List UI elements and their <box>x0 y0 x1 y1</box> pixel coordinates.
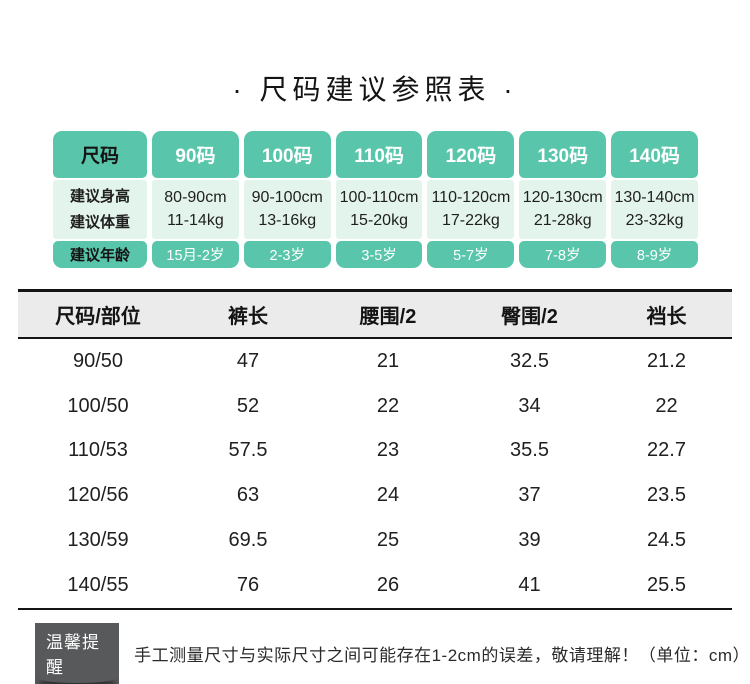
size-weight: 21-28kg <box>533 211 592 229</box>
cell-hip: 39 <box>518 529 541 552</box>
cell-waist: 23 <box>376 439 400 462</box>
row-label-weight: 建议体重 <box>69 213 130 231</box>
table-row: 90/50 47 21 32.5 21.2 <box>18 339 732 384</box>
cell-waist: 25 <box>376 529 400 552</box>
size-age: 7-8岁 <box>519 241 607 268</box>
table-row: 130/59 69.5 25 39 24.5 <box>18 518 732 563</box>
size-table-label-column: 尺码 建议身高 建议体重 建议年龄 <box>53 131 147 268</box>
cell-size: 140/55 <box>67 573 129 596</box>
size-header: 130码 <box>519 131 607 178</box>
cell-waist: 24 <box>376 484 400 507</box>
header-pant-length: 裤长 <box>228 306 268 328</box>
cell-crotch: 21.2 <box>647 349 686 372</box>
footer-note: 温馨提醒 手工测量尺寸与实际尺寸之间可能存在1-2cm的误差，敬请理解！（单位：… <box>35 622 750 684</box>
header-waist: 腰围/2 <box>359 306 417 328</box>
size-height: 110-120cm <box>431 189 511 207</box>
page-title: · 尺码建议参照表 · <box>232 74 518 105</box>
size-header: 120码 <box>427 131 515 178</box>
cell-hip: 37 <box>518 484 541 507</box>
size-height: 130-140cm <box>614 189 695 207</box>
cell-hip: 35.5 <box>510 439 549 462</box>
size-weight: 13-16kg <box>258 211 317 229</box>
header-crotch: 裆长 <box>646 306 687 328</box>
cell-size: 100/50 <box>67 394 129 417</box>
cell-pant-length: 52 <box>236 394 260 417</box>
size-age: 5-7岁 <box>427 241 515 268</box>
size-height: 120-130cm <box>522 189 603 207</box>
size-reference-table: 尺码 建议身高 建议体重 建议年龄 90码 80-90cm 11-14kg 15… <box>53 131 698 268</box>
size-height: 100-110cm <box>339 189 419 207</box>
cell-crotch: 22.7 <box>647 439 686 462</box>
cell-pant-length: 76 <box>236 573 260 596</box>
cell-crotch: 23.5 <box>647 484 686 507</box>
size-column-90: 90码 80-90cm 11-14kg 15月-2岁 <box>152 131 239 268</box>
cell-waist: 26 <box>376 573 400 596</box>
size-column-110: 110码 100-110cm 15-20kg 3-5岁 <box>335 131 423 268</box>
size-height: 80-90cm <box>164 189 227 207</box>
cell-size: 130/59 <box>67 529 129 552</box>
size-height-weight: 120-130cm 21-28kg <box>519 180 607 239</box>
size-header: 140码 <box>611 131 698 178</box>
notice-text: 手工测量尺寸与实际尺寸之间可能存在1-2cm的误差，敬请理解！（单位：cm） <box>134 645 750 665</box>
size-column-130: 130码 120-130cm 21-28kg 7-8岁 <box>519 131 607 268</box>
cell-size: 110/53 <box>68 439 128 462</box>
cell-pant-length: 47 <box>236 349 260 372</box>
size-weight: 11-14kg <box>167 211 224 229</box>
header-size-part: 尺码/部位 <box>55 306 141 328</box>
size-weight: 17-22kg <box>441 211 500 229</box>
table-row: 120/56 63 24 37 23.5 <box>18 473 732 518</box>
cell-hip: 32.5 <box>510 349 549 372</box>
cell-crotch: 25.5 <box>647 573 686 596</box>
size-height: 90-100cm <box>251 189 323 207</box>
size-table-row-labels: 建议身高 建议体重 <box>53 180 147 239</box>
measurement-table: 尺码/部位 裤长 腰围/2 臀围/2 裆长 90/50 47 21 32.5 2… <box>18 289 732 610</box>
cell-crotch: 22 <box>655 394 678 417</box>
notice-badge: 温馨提醒 <box>35 622 120 684</box>
table-row: 100/50 52 22 34 22 <box>18 384 732 429</box>
size-age: 3-5岁 <box>335 241 423 268</box>
size-age: 8-9岁 <box>611 241 698 268</box>
cell-size: 90/50 <box>72 349 124 372</box>
size-height-weight: 100-110cm 15-20kg <box>335 180 423 239</box>
cell-crotch: 24.5 <box>647 529 686 552</box>
size-header: 100码 <box>243 131 331 178</box>
cell-waist: 22 <box>376 394 400 417</box>
size-height-weight: 130-140cm 23-32kg <box>611 180 698 239</box>
size-height-weight: 80-90cm 11-14kg <box>152 180 239 239</box>
table-row: 140/55 76 26 41 25.5 <box>18 563 732 608</box>
cell-pant-length: 63 <box>236 484 260 507</box>
cell-size: 120/56 <box>67 484 129 507</box>
measurement-header-row: 尺码/部位 裤长 腰围/2 臀围/2 裆长 <box>18 292 732 339</box>
table-row: 110/53 57.5 23 35.5 22.7 <box>18 429 732 474</box>
size-column-120: 120码 110-120cm 17-22kg 5-7岁 <box>427 131 515 268</box>
size-column-140: 140码 130-140cm 23-32kg 8-9岁 <box>611 131 698 268</box>
cell-hip: 34 <box>518 394 541 417</box>
size-header: 90码 <box>152 131 239 178</box>
cell-hip: 41 <box>518 573 541 596</box>
size-height-weight: 90-100cm 13-16kg <box>243 180 331 239</box>
size-header: 110码 <box>335 131 423 178</box>
cell-waist: 21 <box>376 349 400 372</box>
row-label-age: 建议年龄 <box>53 241 147 268</box>
size-height-weight: 110-120cm 17-22kg <box>427 180 515 239</box>
size-column-100: 100码 90-100cm 13-16kg 2-3岁 <box>243 131 331 268</box>
row-label-height: 建议身高 <box>69 188 130 206</box>
size-weight: 23-32kg <box>625 211 684 229</box>
size-age: 2-3岁 <box>243 241 331 268</box>
cell-pant-length: 69.5 <box>228 529 268 552</box>
size-age: 15月-2岁 <box>152 241 239 268</box>
size-table-corner-cell: 尺码 <box>53 131 147 178</box>
header-hip: 臀围/2 <box>501 306 558 328</box>
cell-pant-length: 57.5 <box>228 439 268 462</box>
size-weight: 15-20kg <box>350 211 408 229</box>
